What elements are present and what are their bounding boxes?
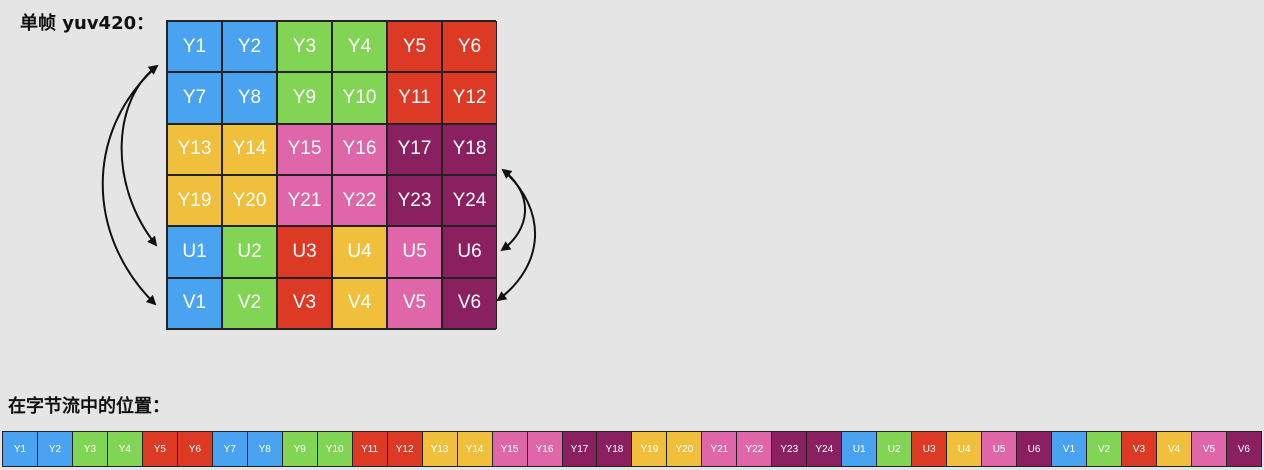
arrow-y18-v6 bbox=[496, 169, 536, 302]
grid-cell-u6: U6 bbox=[442, 226, 497, 278]
stream-cell-y10: Y10 bbox=[317, 432, 353, 466]
grid-cell-v3: V3 bbox=[277, 277, 332, 329]
grid-cell-y12: Y12 bbox=[442, 72, 497, 124]
grid-cell-u5: U5 bbox=[387, 226, 442, 278]
stream-cell-y3: Y3 bbox=[72, 432, 108, 466]
grid-cell-y14: Y14 bbox=[222, 123, 277, 175]
grid-cell-y8: Y8 bbox=[222, 72, 277, 124]
grid-cell-u1: U1 bbox=[167, 226, 222, 278]
byte-stream-bar: Y1 Y2 Y3 Y4 Y5 Y6 Y7 Y8 Y9 Y10 Y11 Y12 Y13 Y14 Y15 Y16 Y… bbox=[2, 431, 1262, 467]
grid-cell-y9: Y9 bbox=[277, 72, 332, 124]
grid-cell-v4: V4 bbox=[332, 277, 387, 329]
stream-cell-u6: U6 bbox=[1017, 432, 1053, 466]
arrow-y1-v1 bbox=[101, 65, 158, 306]
stream-cell-u5: U5 bbox=[982, 432, 1018, 466]
stream-cell-y15: Y15 bbox=[492, 432, 528, 466]
stream-cell-y7: Y7 bbox=[212, 432, 248, 466]
grid-cell-u4: U4 bbox=[332, 226, 387, 278]
frame-title: 单帧 yuv420： bbox=[20, 13, 155, 34]
stream-cell-y18: Y18 bbox=[597, 432, 633, 466]
yuv420-frame-grid: Y1 Y2 Y3 Y4 Y5 Y6 Y7 Y8 Y9 Y10 Y11 Y12 Y13 Y14 Y15 Y16 Y… bbox=[166, 20, 497, 330]
stream-cell-y21: Y21 bbox=[702, 432, 738, 466]
arrow-y1-u1 bbox=[120, 64, 159, 247]
grid-cell-y21: Y21 bbox=[277, 174, 332, 227]
stream-cell-y12: Y12 bbox=[387, 432, 423, 466]
stream-cell-y20: Y20 bbox=[667, 432, 703, 466]
grid-cell-v2: V2 bbox=[222, 277, 277, 329]
grid-cell-y15: Y15 bbox=[277, 123, 332, 175]
grid-cell-y16: Y16 bbox=[332, 123, 387, 175]
stream-cell-u4: U4 bbox=[947, 432, 983, 466]
grid-cell-y18: Y18 bbox=[442, 123, 497, 175]
grid-cell-v5: V5 bbox=[387, 277, 442, 329]
grid-cell-u2: U2 bbox=[222, 226, 277, 278]
stream-cell-v3: V3 bbox=[1122, 432, 1157, 466]
stream-cell-y22: Y22 bbox=[737, 432, 773, 466]
stream-cell-y8: Y8 bbox=[247, 432, 283, 466]
grid-cell-y24: Y24 bbox=[442, 174, 497, 227]
stream-cell-v5: V5 bbox=[1191, 432, 1227, 466]
grid-cell-y17: Y17 bbox=[387, 123, 442, 175]
stream-title: 在字节流中的位置： bbox=[8, 396, 170, 417]
stream-cell-y13: Y13 bbox=[422, 432, 458, 466]
stream-cell-y23: Y23 bbox=[772, 432, 808, 466]
stream-cell-y2: Y2 bbox=[37, 432, 73, 466]
grid-cell-y19: Y19 bbox=[167, 174, 222, 227]
stream-cell-y24: Y24 bbox=[807, 432, 843, 466]
grid-cell-y6: Y6 bbox=[442, 21, 497, 73]
stream-cell-v1: V1 bbox=[1052, 432, 1088, 466]
stream-cell-v4: V4 bbox=[1156, 432, 1192, 466]
grid-cell-y22: Y22 bbox=[332, 174, 387, 227]
grid-cell-y3: Y3 bbox=[277, 21, 332, 73]
stream-cell-y11: Y11 bbox=[352, 432, 388, 466]
grid-cell-y11: Y11 bbox=[387, 72, 442, 124]
grid-cell-y23: Y23 bbox=[387, 174, 442, 227]
stream-cell-y16: Y16 bbox=[527, 432, 563, 466]
grid-cell-y7: Y7 bbox=[167, 72, 222, 124]
stream-cell-u1: U1 bbox=[842, 432, 878, 466]
stream-cell-v6: V6 bbox=[1226, 432, 1261, 466]
stream-cell-u3: U3 bbox=[912, 432, 948, 466]
grid-cell-y5: Y5 bbox=[387, 21, 442, 73]
stream-cell-y4: Y4 bbox=[107, 432, 143, 466]
stream-cell-u2: U2 bbox=[877, 432, 913, 466]
stream-cell-y19: Y19 bbox=[632, 432, 668, 466]
grid-cell-y1: Y1 bbox=[167, 21, 222, 73]
grid-cell-y13: Y13 bbox=[167, 123, 222, 175]
grid-cell-u3: U3 bbox=[277, 226, 332, 278]
grid-cell-y4: Y4 bbox=[332, 21, 387, 73]
grid-cell-v1: V1 bbox=[167, 277, 222, 329]
stream-cell-y9: Y9 bbox=[282, 432, 318, 466]
stream-cell-y6: Y6 bbox=[177, 432, 213, 466]
stream-cell-y5: Y5 bbox=[142, 432, 178, 466]
stream-cell-y1: Y1 bbox=[3, 432, 38, 466]
stream-cell-v2: V2 bbox=[1087, 432, 1122, 466]
stream-cell-y14: Y14 bbox=[457, 432, 493, 466]
grid-cell-v6: V6 bbox=[442, 277, 497, 329]
grid-cell-y10: Y10 bbox=[332, 72, 387, 124]
grid-cell-y20: Y20 bbox=[222, 174, 277, 227]
grid-cell-y2: Y2 bbox=[222, 21, 277, 73]
stream-cell-y17: Y17 bbox=[562, 432, 598, 466]
